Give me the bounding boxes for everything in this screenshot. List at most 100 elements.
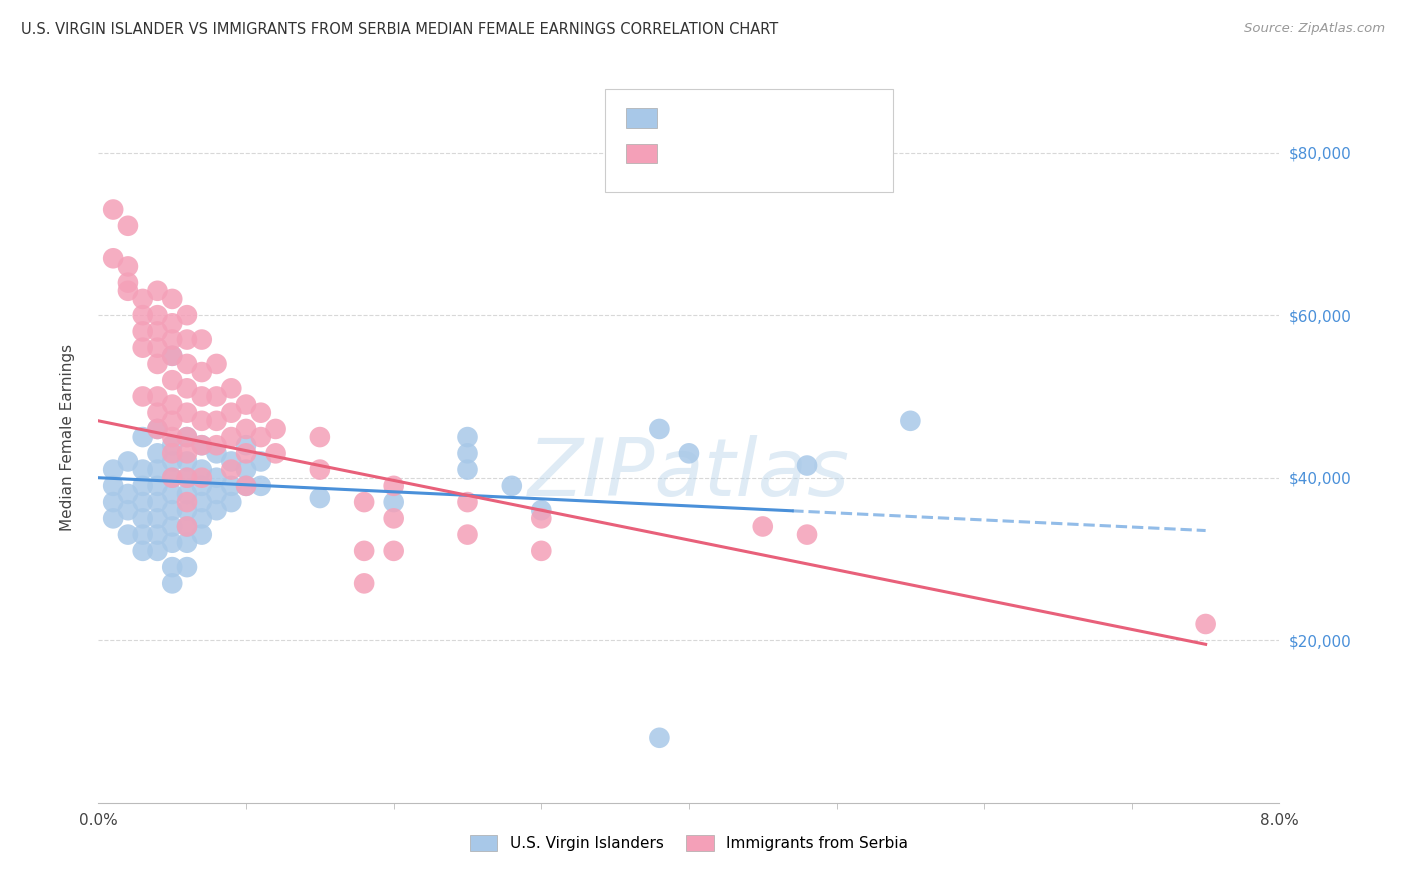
Point xyxy=(191,527,214,541)
Point xyxy=(176,406,198,420)
Point xyxy=(176,519,198,533)
Point xyxy=(132,479,155,493)
Point xyxy=(103,462,125,476)
Point xyxy=(103,202,125,217)
Point xyxy=(796,458,818,473)
Point xyxy=(162,414,183,428)
Point xyxy=(457,446,479,460)
Point xyxy=(132,511,155,525)
Point xyxy=(191,333,214,347)
Point xyxy=(176,495,198,509)
Y-axis label: Median Female Earnings: Median Female Earnings xyxy=(60,343,75,531)
Point xyxy=(132,527,155,541)
Point xyxy=(235,438,257,452)
Point xyxy=(205,357,228,371)
Point xyxy=(235,479,257,493)
Point xyxy=(162,471,183,485)
Point xyxy=(530,503,553,517)
Point xyxy=(235,398,257,412)
Point xyxy=(235,479,257,493)
Point xyxy=(162,333,183,347)
Point xyxy=(176,357,198,371)
Point xyxy=(162,373,183,387)
Point xyxy=(162,349,183,363)
Point xyxy=(117,276,139,290)
Point xyxy=(146,284,169,298)
Point xyxy=(457,495,479,509)
Point xyxy=(382,511,405,525)
Point xyxy=(132,292,155,306)
Point xyxy=(250,454,273,468)
Point xyxy=(176,430,198,444)
Point xyxy=(221,406,243,420)
Point xyxy=(162,519,183,533)
Point xyxy=(146,495,169,509)
Point xyxy=(162,535,183,549)
Point xyxy=(146,357,169,371)
Point xyxy=(162,576,183,591)
Point xyxy=(146,511,169,525)
Point xyxy=(205,438,228,452)
Point xyxy=(162,471,183,485)
Point xyxy=(501,479,523,493)
Point xyxy=(176,454,198,468)
Text: 72: 72 xyxy=(837,112,859,126)
Point xyxy=(264,446,287,460)
Point xyxy=(162,398,183,412)
Point xyxy=(103,252,125,266)
Text: R =: R = xyxy=(668,112,704,126)
Point xyxy=(176,471,198,485)
Point xyxy=(221,381,243,395)
Point xyxy=(132,325,155,339)
Point xyxy=(205,471,228,485)
Point xyxy=(382,479,405,493)
Point xyxy=(117,219,139,233)
Point xyxy=(235,462,257,476)
Point xyxy=(132,341,155,355)
Point xyxy=(191,414,214,428)
Point xyxy=(117,260,139,274)
Point xyxy=(205,446,228,460)
Point xyxy=(117,527,139,541)
Point xyxy=(221,479,243,493)
Point xyxy=(796,527,818,541)
Point xyxy=(191,471,214,485)
Point xyxy=(162,292,183,306)
Point xyxy=(191,479,214,493)
Point xyxy=(103,511,125,525)
Text: 75: 75 xyxy=(837,147,859,161)
Text: U.S. VIRGIN ISLANDER VS IMMIGRANTS FROM SERBIA MEDIAN FEMALE EARNINGS CORRELATIO: U.S. VIRGIN ISLANDER VS IMMIGRANTS FROM … xyxy=(21,22,779,37)
Point xyxy=(235,446,257,460)
Point xyxy=(191,511,214,525)
Point xyxy=(103,479,125,493)
Legend: U.S. Virgin Islanders, Immigrants from Serbia: U.S. Virgin Islanders, Immigrants from S… xyxy=(464,830,914,857)
Point xyxy=(530,544,553,558)
Point xyxy=(132,495,155,509)
Point xyxy=(250,430,273,444)
Point xyxy=(191,389,214,403)
Point xyxy=(162,560,183,574)
Point xyxy=(176,308,198,322)
Point xyxy=(132,308,155,322)
Point xyxy=(132,462,155,476)
Point xyxy=(176,503,198,517)
Point xyxy=(132,544,155,558)
Point xyxy=(309,462,332,476)
Point xyxy=(648,422,671,436)
Point xyxy=(457,430,479,444)
Point xyxy=(117,454,139,468)
Point xyxy=(353,495,375,509)
Point xyxy=(457,527,479,541)
Point xyxy=(162,446,183,460)
Point xyxy=(221,454,243,468)
Point xyxy=(191,438,214,452)
Point xyxy=(146,406,169,420)
Text: ZIPatlas: ZIPatlas xyxy=(527,434,851,513)
Point xyxy=(146,325,169,339)
Point xyxy=(221,430,243,444)
Point xyxy=(191,495,214,509)
Point xyxy=(146,422,169,436)
Point xyxy=(117,503,139,517)
Point xyxy=(235,422,257,436)
Point xyxy=(176,487,198,501)
